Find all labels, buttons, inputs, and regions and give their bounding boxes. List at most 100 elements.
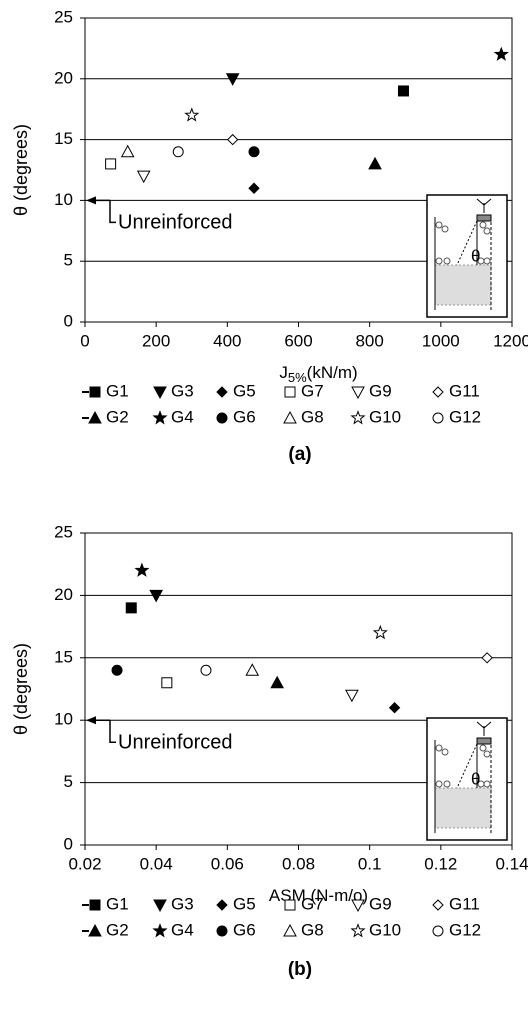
y-tick-label: 10 [54,710,73,729]
legend-label: G4 [171,920,194,939]
marker [153,899,167,913]
marker [216,412,228,424]
marker [111,664,123,676]
marker [397,85,409,97]
inset-aggregate [441,748,449,756]
marker [270,675,284,689]
marker [248,182,260,194]
y-axis-label: θ (degrees) [11,124,31,216]
marker [149,589,164,603]
marker [283,410,297,424]
inset-angle [456,743,478,789]
marker [388,702,401,714]
inset-load [476,198,492,213]
legend-label: G6 [233,407,256,426]
marker [216,925,228,937]
y-tick-label: 25 [54,522,73,541]
inset-aggregate [479,221,487,229]
marker [89,899,101,911]
marker [283,923,297,937]
annotation: Unreinforced [118,212,233,234]
legend-label: G1 [106,381,129,400]
marker [105,158,117,170]
legend-label: G1 [106,894,129,913]
legend-label: G4 [171,407,194,426]
marker [284,386,296,398]
inset-soil [434,787,492,829]
inset-aggregate [483,227,491,235]
legend-label: G12 [449,920,481,939]
inset-aggregate [443,780,451,788]
arrow-head [86,716,96,725]
inset-plate [476,737,492,745]
marker [200,664,212,676]
marker [432,925,444,937]
x-tick-label: 1200 [493,331,528,350]
x-tick-label: 0.14 [495,854,528,873]
marker [88,410,102,424]
y-tick-label: 5 [64,772,73,791]
marker [120,144,135,158]
marker [245,663,260,676]
x-tick-label: 0.12 [424,854,457,873]
x-tick-label: 600 [284,331,312,350]
inset-aggregate [441,225,449,233]
marker [161,677,173,689]
marker [125,602,137,614]
legend-label: G3 [171,381,194,400]
inset-aggregate [435,780,443,788]
inset-angle [456,220,478,266]
legend-label: G9 [369,894,392,913]
inset-aggregate [483,257,491,265]
panel-label: (a) [288,444,311,465]
inset-load [476,721,492,736]
legend-label: G10 [369,920,401,939]
x-tick-label: 200 [142,331,170,350]
marker [226,133,239,146]
inset-soil [434,264,492,306]
y-tick-label: 15 [54,647,73,666]
arrow-head [86,196,96,205]
marker [216,899,228,911]
marker [248,146,260,158]
marker [493,46,509,61]
legend-label: G9 [369,381,392,400]
legend-label: G7 [301,894,324,913]
marker [184,107,200,122]
y-tick-label: 5 [64,251,73,270]
y-tick-label: 20 [54,585,73,604]
y-tick-label: 0 [64,311,73,330]
inset-aggregate [435,257,443,265]
legend-label: G6 [233,920,256,939]
marker [284,899,296,911]
legend-label: G12 [449,407,481,426]
legend-label: G10 [369,407,401,426]
legend-label: G3 [171,894,194,913]
legend-label: G2 [106,407,129,426]
inset-theta: θ [471,769,480,788]
marker [432,386,444,398]
marker [481,652,493,664]
marker [88,923,102,937]
legend-label: G5 [233,381,256,400]
marker [351,899,365,913]
marker [345,689,359,703]
x-tick-label: 0.1 [358,854,382,873]
inset-aggregate [443,257,451,265]
inset-aggregate [435,221,443,229]
x-axis-label-part: 5% [288,370,307,385]
legend-label: G7 [301,381,324,400]
inset-aggregate [435,744,443,752]
marker [350,410,366,425]
x-tick-label: 0.02 [68,854,101,873]
legend-label: G5 [233,894,256,913]
x-axis-label: J5%(kN/m) [279,363,357,385]
x-tick-label: 0 [80,331,89,350]
legend-label: G2 [106,920,129,939]
inset-theta: θ [471,246,480,265]
x-tick-label: 800 [355,331,383,350]
x-tick-label: 0.04 [140,854,173,873]
marker [432,899,444,911]
marker [350,923,366,938]
marker [89,386,101,398]
